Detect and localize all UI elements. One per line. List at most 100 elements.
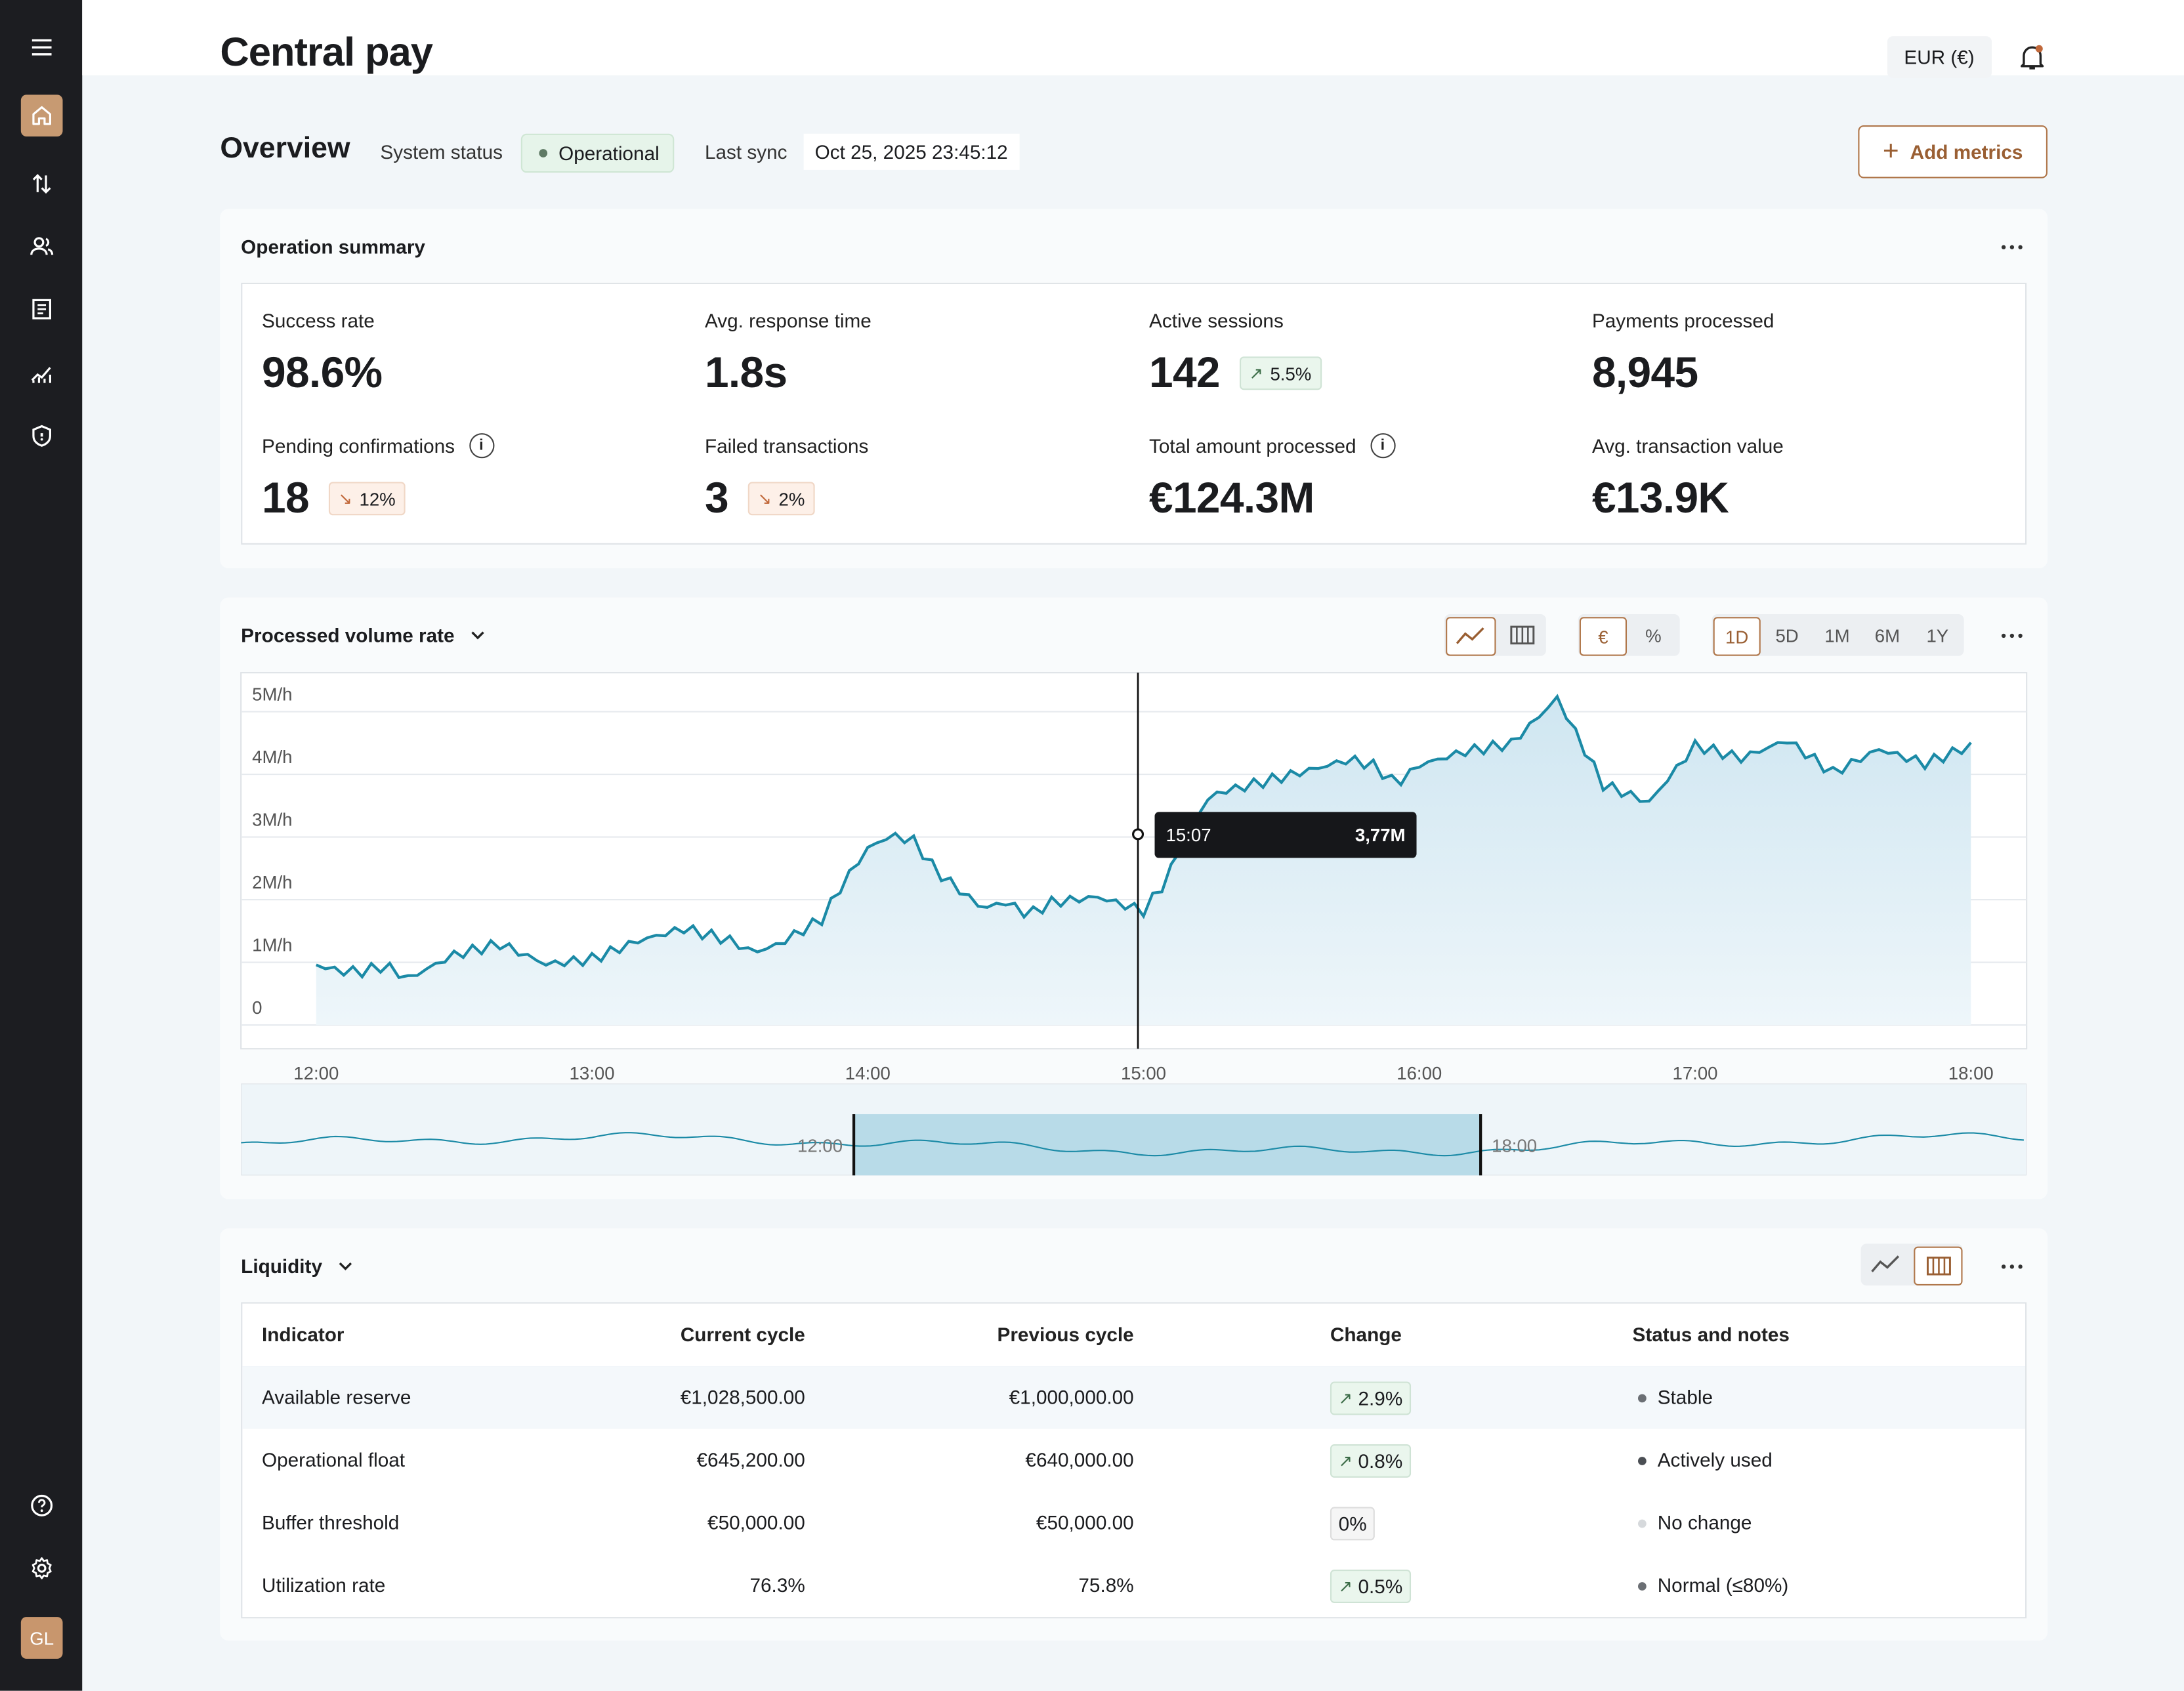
more-options-icon[interactable] [1998, 232, 2025, 260]
series-area [316, 696, 1971, 1026]
unit-option-percent[interactable]: % [1645, 624, 1662, 646]
metric-failed-transactions: Failed transactions 3 ↘ 2% [705, 432, 868, 524]
liquidity-table: Indicator Current cycle Previous cycle C… [241, 1302, 2027, 1619]
volume-title-dropdown[interactable]: Processed volume rate [241, 624, 488, 646]
y-tick-label: 1M/h [252, 935, 292, 955]
y-tick-label: 2M/h [252, 872, 292, 892]
notifications-bell-icon[interactable] [2017, 42, 2048, 73]
transfers-icon[interactable] [21, 163, 63, 205]
avatar[interactable]: GL [20, 1617, 63, 1659]
card-title: Liquidity [241, 1255, 322, 1278]
table-view-icon[interactable] [1500, 617, 1545, 653]
metric-value: €124.3M [1149, 473, 1314, 522]
table-view-icon[interactable] [1914, 1246, 1963, 1286]
table-row[interactable]: Available reserve €1,028,500.00 €1,000,0… [242, 1366, 2026, 1429]
x-tick-label: 18:00 [1948, 1063, 1994, 1083]
currency-selector[interactable]: EUR (€) [1887, 36, 1992, 78]
metric-label: Avg. transaction value [1591, 434, 1784, 457]
metric-total-amount-processed: Total amount processed i €124.3M [1149, 432, 1395, 524]
metric-label: Success rate [262, 309, 375, 332]
x-tick-label: 14:00 [845, 1063, 891, 1083]
metric-value: 1.8s [704, 348, 788, 397]
col-header-indicator: Indicator [262, 1323, 345, 1346]
cell-previous: 75.8% [1078, 1574, 1134, 1597]
arrow-up-icon: ↗ [1338, 1388, 1353, 1409]
change-value: 0.8% [1358, 1450, 1403, 1473]
add-metrics-button[interactable]: + Add metrics [1858, 125, 2048, 178]
change-value: 0% [1338, 1513, 1367, 1535]
x-tick-label: 17:00 [1673, 1063, 1718, 1083]
metric-label: Active sessions [1149, 309, 1284, 332]
analytics-icon[interactable] [21, 352, 63, 394]
x-tick-label: 16:00 [1396, 1063, 1442, 1083]
users-icon[interactable] [21, 226, 63, 268]
cell-indicator: Available reserve [262, 1385, 411, 1408]
trend-value: 2% [778, 488, 805, 509]
navigator-selection [854, 1114, 1481, 1176]
status-badge: Operational [520, 133, 675, 173]
status-text: Actively used [1657, 1448, 1773, 1471]
tooltip-value: 3,77M [1354, 824, 1406, 846]
metric-success-rate: Success rate 98.6% [262, 306, 383, 398]
table-header: Indicator Current cycle Previous cycle C… [242, 1304, 2026, 1368]
info-icon[interactable]: i [1370, 433, 1395, 459]
plus-icon: + [1882, 136, 1899, 167]
range-option-5d[interactable]: 5D [1775, 624, 1799, 646]
card-title: Processed volume rate [241, 623, 455, 646]
change-badge: ↗ 2.9% [1330, 1382, 1412, 1416]
range-option-1m[interactable]: 1M [1824, 624, 1850, 646]
cell-current: €1,028,500.00 [680, 1385, 805, 1408]
change-badge: 0% [1330, 1507, 1376, 1541]
status-dot [1638, 1457, 1647, 1466]
page-title: Central pay [220, 30, 433, 75]
range-option-1d[interactable]: 1D [1713, 617, 1761, 656]
volume-chart[interactable]: 0 1M/h 2M/h 3M/h 4M/h 5M/h 12:00 13:00 14:00 15:0… [240, 672, 2028, 1091]
y-tick-label: 3M/h [252, 810, 292, 830]
more-options-icon[interactable] [1998, 1252, 2025, 1280]
arrow-down-icon: ↘ [338, 488, 352, 509]
change-badge: ↗ 0.5% [1330, 1570, 1412, 1604]
status-dot [1638, 1582, 1647, 1591]
line-chart-icon[interactable] [1862, 1247, 1910, 1283]
cell-current: €50,000.00 [707, 1511, 805, 1534]
unit-option-euro[interactable]: € [1579, 617, 1628, 656]
series-line [315, 694, 1972, 980]
metrics-grid: Success rate 98.6% Avg. response time 1.… [241, 282, 2027, 545]
metric-label: Payments processed [1591, 309, 1774, 332]
cell-previous: €50,000.00 [1036, 1511, 1134, 1534]
overview-heading: Overview [220, 132, 350, 165]
table-row[interactable]: Buffer threshold €50,000.00 €50,000.00 0… [242, 1492, 2025, 1555]
liquidity-view-toggle [1860, 1243, 1963, 1286]
metric-label: Pending confirmations [262, 434, 455, 457]
trend-value: 5.5% [1270, 362, 1312, 384]
table-row[interactable]: Utilization rate 76.3% 75.8% ↗ 0.5% Norma… [242, 1555, 2025, 1618]
col-header-previous: Previous cycle [997, 1323, 1134, 1346]
status-text: Normal (≤80%) [1657, 1574, 1789, 1597]
security-icon[interactable] [21, 415, 63, 457]
cell-indicator: Utilization rate [262, 1574, 386, 1597]
liquidity-title-dropdown[interactable]: Liquidity [241, 1255, 356, 1277]
reports-icon[interactable] [21, 288, 63, 330]
chart-view-toggle [1444, 614, 1546, 656]
navigator-line [241, 1132, 2024, 1157]
more-options-icon[interactable] [1998, 621, 2025, 649]
help-icon[interactable] [21, 1485, 63, 1527]
metric-value: 3 [704, 473, 729, 522]
range-option-1y[interactable]: 1Y [1926, 624, 1949, 646]
range-navigator[interactable]: 12:00 18:00 [241, 1083, 2027, 1176]
table-row[interactable]: Operational float €645,200.00 €640,000.0… [242, 1429, 2025, 1492]
home-icon[interactable] [20, 94, 63, 136]
cell-current: 76.3% [749, 1574, 805, 1597]
sidebar: GL [0, 0, 83, 1691]
settings-icon[interactable] [21, 1547, 63, 1589]
change-badge: ↗ 0.8% [1330, 1444, 1412, 1478]
metric-avg-transaction-value: Avg. transaction value €13.9K [1592, 432, 1784, 524]
menu-icon[interactable] [21, 26, 63, 68]
trend-badge: ↘ 12% [328, 482, 406, 516]
arrow-down-icon: ↘ [757, 488, 772, 509]
info-icon[interactable]: i [469, 433, 494, 459]
line-chart-icon[interactable] [1446, 617, 1496, 656]
status-dot [1638, 1394, 1647, 1403]
range-option-6m[interactable]: 6M [1874, 624, 1900, 646]
x-tick-label: 15:00 [1121, 1063, 1166, 1083]
